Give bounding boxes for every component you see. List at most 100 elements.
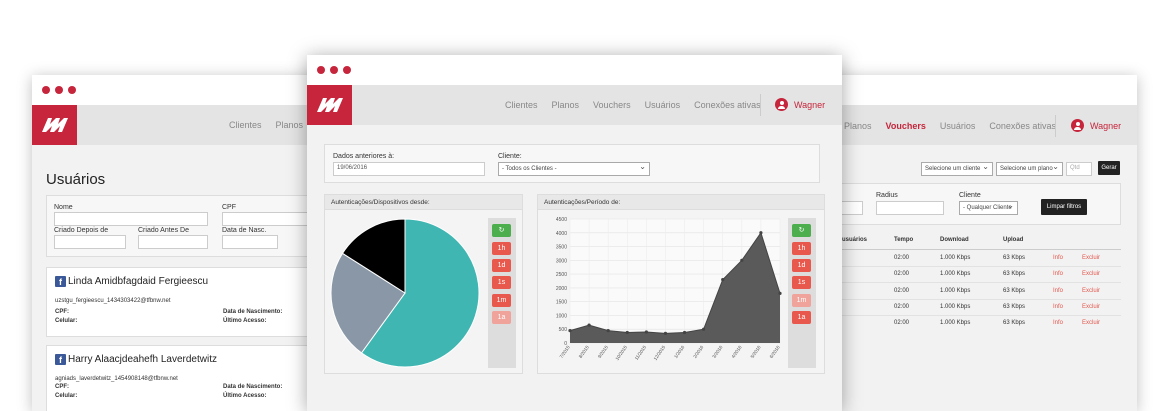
x-tick-label: 7/2015 (559, 344, 571, 359)
user-ultimo-acesso-label: Último Acesso: (223, 318, 267, 324)
window-dot[interactable] (42, 86, 50, 94)
col-upload: Upload (1003, 237, 1024, 243)
brand-logo[interactable] (32, 105, 77, 145)
row-download: 1.000 Kbps (940, 304, 971, 310)
window-dot[interactable] (55, 86, 63, 94)
cliente-select[interactable]: - Todos os Clientes - (498, 162, 650, 176)
nav-clientes[interactable]: Clientes (505, 100, 538, 110)
row-info-link[interactable]: Info (1053, 255, 1064, 261)
range-1h-button[interactable]: 1h (492, 242, 511, 255)
range-1s-button[interactable]: 1s (792, 276, 811, 289)
logo-icon (41, 118, 68, 132)
row-info-link[interactable]: Info (1053, 304, 1064, 310)
row-excluir-link[interactable]: Excluir (1082, 320, 1101, 326)
nav-separator (1055, 115, 1056, 137)
range-1m-button[interactable]: 1m (492, 294, 511, 307)
data-point (587, 323, 591, 327)
range-1h-button[interactable]: 1h (792, 242, 811, 255)
y-tick-label: 4000 (556, 231, 567, 237)
user-card[interactable]: f Linda Amidbfagdaid Fergieescu uzstgu_fe… (46, 267, 342, 337)
nav-usuarios[interactable]: Usuários (644, 100, 681, 110)
row-upload: 63 Kbps (1003, 271, 1026, 277)
window-dot[interactable] (343, 66, 351, 74)
y-tick-label: 500 (559, 327, 568, 333)
row-excluir-link[interactable]: Excluir (1082, 271, 1101, 277)
row-info-link[interactable]: Info (1053, 288, 1064, 294)
gerar-button[interactable]: Gerar (1098, 161, 1120, 175)
area-series-line (569, 231, 781, 334)
y-tick-label: 4500 (556, 217, 567, 223)
voucher-qty-input[interactable]: Qtd (1066, 162, 1092, 176)
nav-conexoes[interactable]: Conexões ativas (694, 100, 761, 110)
logo-icon (316, 98, 343, 112)
x-tick-label: 10/2015 (614, 344, 628, 361)
user-cpf-label: CPF: (55, 309, 69, 315)
row-tempo: 02:00 (894, 320, 910, 326)
nav-planos[interactable]: Planos (844, 121, 872, 131)
refresh-button[interactable]: ↻ (492, 224, 511, 237)
row-tempo: 02:00 (894, 255, 910, 261)
filter-criado-antes-input[interactable] (138, 235, 208, 249)
row-download: 1.000 Kbps (940, 255, 971, 261)
user-menu[interactable]: Wagner (1071, 119, 1121, 132)
nav-planos[interactable]: Planos (551, 100, 580, 110)
user-login: agniads_laverdetwitz_1454908148@tfbnw.ne… (55, 376, 178, 382)
row-excluir-link[interactable]: Excluir (1082, 304, 1101, 310)
row-excluir-link[interactable]: Excluir (1082, 288, 1101, 294)
nav-vouchers[interactable]: Vouchers (593, 100, 631, 110)
user-name[interactable]: f Harry Alaacjdeahefh Laverdetwitz (55, 354, 217, 365)
user-name[interactable]: f Linda Amidbfagdaid Fergieescu (55, 276, 208, 287)
user-nascimento-label: Data de Nascimento: (223, 384, 283, 390)
data-point (702, 327, 706, 331)
x-tick-label: 2/2016 (692, 344, 704, 359)
refresh-icon: ↻ (498, 227, 505, 234)
nav-conexoes[interactable]: Conexões ativas (989, 121, 1056, 131)
nav-vouchers[interactable]: Vouchers (885, 121, 926, 131)
cliente-label: Cliente: (498, 153, 522, 160)
time-range-group: ↻ 1h 1d 1s 1m 1a (788, 218, 816, 368)
data-point (663, 331, 668, 335)
window-dot[interactable] (317, 66, 325, 74)
range-1a-button[interactable]: 1a (792, 311, 811, 324)
row-upload: 63 Kbps (1003, 255, 1026, 261)
x-tick-label: 5/2016 (750, 344, 762, 359)
data-point (759, 231, 763, 235)
filter-data-nasc-input[interactable] (222, 235, 278, 249)
range-1d-button[interactable]: 1d (492, 259, 511, 272)
dados-anteriores-input[interactable]: 19/06/2016 (333, 162, 485, 176)
row-info-link[interactable]: Info (1053, 320, 1064, 326)
filter-criado-antes-label: Criado Antes De (138, 227, 189, 234)
row-info-link[interactable]: Info (1053, 271, 1064, 277)
limpar-filtros-button[interactable]: Limpar filtros (1041, 199, 1087, 215)
voucher-plan-select[interactable]: Selecione um plano (996, 162, 1063, 176)
y-tick-label: 1500 (556, 300, 567, 306)
nav-planos[interactable]: Planos (275, 120, 304, 130)
brand-logo[interactable] (307, 85, 352, 125)
row-tempo: 02:00 (894, 304, 910, 310)
row-excluir-link[interactable]: Excluir (1082, 255, 1101, 261)
data-point (644, 330, 648, 334)
radius-input[interactable] (876, 201, 944, 215)
user-card[interactable]: f Harry Alaacjdeahefh Laverdetwitz agniad… (46, 345, 342, 411)
cliente-select[interactable]: - Qualquer Cliente (959, 201, 1018, 215)
user-menu[interactable]: Wagner (775, 98, 825, 111)
filter-criado-depois-input[interactable] (54, 235, 126, 249)
row-divider (820, 282, 1121, 283)
nav-clientes[interactable]: Clientes (229, 120, 262, 130)
row-divider (820, 299, 1121, 300)
refresh-button[interactable]: ↻ (792, 224, 811, 237)
nav-usuarios[interactable]: Usuários (939, 121, 976, 131)
range-1s-button[interactable]: 1s (492, 276, 511, 289)
range-1m-button[interactable]: 1m (792, 294, 811, 307)
window-dot[interactable] (68, 86, 76, 94)
range-1a-button[interactable]: 1a (492, 311, 511, 324)
pie-chart-title: Autenticações/Dispositivos desde: (331, 199, 430, 206)
filter-nome-label: Nome (54, 204, 73, 211)
filter-nome-input[interactable] (54, 212, 208, 226)
row-divider (820, 249, 1121, 250)
range-1d-button[interactable]: 1d (792, 259, 811, 272)
app-header: Clientes Planos Vouchers Usuários Conexõ… (307, 85, 842, 125)
window-dot[interactable] (330, 66, 338, 74)
area-chart: 0 500 1000 1500 2000 2500 3000 3500 4000 4500 7/20… (556, 217, 782, 361)
voucher-client-select[interactable]: Selecione um cliente (921, 162, 993, 176)
